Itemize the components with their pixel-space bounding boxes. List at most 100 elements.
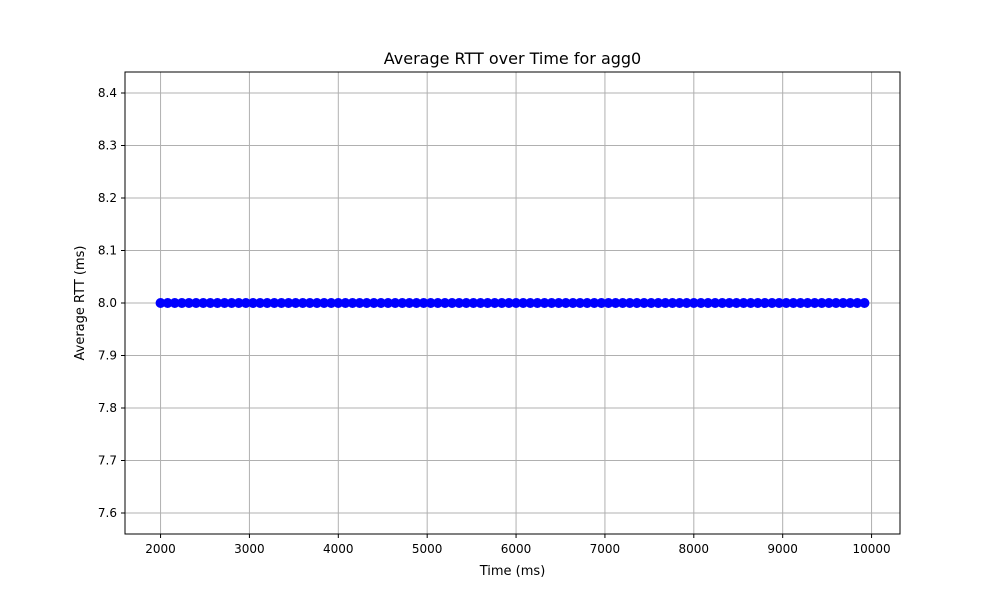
data-point [589,298,600,308]
y-tick-label: 7.9 [98,349,117,363]
data-point [703,298,714,308]
data-point [831,298,842,308]
y-tick-label: 7.7 [98,454,117,468]
data-point [646,298,657,308]
data-point [262,298,273,308]
data-point [532,298,543,308]
data-point [283,298,294,308]
data-point [183,298,194,308]
data-point [553,298,564,308]
data-point [710,298,721,308]
data-point [233,298,244,308]
data-point [774,298,785,308]
data-point [674,298,685,308]
data-point [347,298,358,308]
data-point [482,298,493,308]
data-point [304,298,315,308]
x-tick-label: 3000 [234,542,265,556]
data-point [461,298,472,308]
data-point [617,298,628,308]
data-point [788,298,799,308]
data-point [383,298,394,308]
y-tick-label: 8.4 [98,86,117,100]
data-point [539,298,550,308]
data-point [823,298,834,308]
y-tick-label: 8.3 [98,139,117,153]
data-point [169,298,180,308]
data-point [610,298,621,308]
data-point [205,298,216,308]
data-point [596,298,607,308]
data-point [475,298,486,308]
data-point [802,298,813,308]
x-axis-label: Time (ms) [479,564,546,579]
data-point [838,298,849,308]
data-point [681,298,692,308]
data-point [660,298,671,308]
data-point [390,298,401,308]
data-point [624,298,635,308]
data-point [276,298,287,308]
data-point [425,298,436,308]
data-point [759,298,770,308]
x-tick-label: 5000 [412,542,443,556]
series-layer [155,298,870,308]
data-point [546,298,557,308]
data-point [852,298,863,308]
data-point [639,298,650,308]
data-point [667,298,678,308]
data-point [411,298,422,308]
data-point [560,298,571,308]
y-tick-label: 7.8 [98,401,117,415]
data-point [738,298,749,308]
data-point [397,298,408,308]
data-point [525,298,536,308]
x-tick-label: 2000 [145,542,176,556]
x-tick-label: 8000 [679,542,710,556]
x-tick-label: 9000 [767,542,798,556]
data-point [511,298,522,308]
data-point [816,298,827,308]
data-point [631,298,642,308]
data-point [432,298,443,308]
data-point [176,298,187,308]
data-point [333,298,344,308]
data-point [603,298,614,308]
data-point [155,298,166,308]
data-point [226,298,237,308]
data-point [340,298,351,308]
data-point [439,298,450,308]
data-point [191,298,202,308]
data-point [361,298,372,308]
x-tick-label: 10000 [852,542,890,556]
data-point [368,298,379,308]
data-point [809,298,820,308]
data-point [518,298,529,308]
data-point [752,298,763,308]
data-point [375,298,386,308]
data-point [653,298,664,308]
chart-title: Average RTT over Time for agg0 [384,49,641,68]
y-tick-label: 8.1 [98,244,117,258]
data-point [859,298,870,308]
data-point [688,298,699,308]
data-point [290,298,301,308]
data-point [724,298,735,308]
data-point [219,298,230,308]
data-point [198,298,209,308]
data-point [454,298,465,308]
data-point [297,298,308,308]
data-point [319,298,330,308]
y-tick-label: 8.2 [98,191,117,205]
y-tick-label: 7.6 [98,506,117,520]
x-tick-label: 6000 [501,542,532,556]
data-point [717,298,728,308]
data-point [845,298,856,308]
data-point [503,298,514,308]
data-point [247,298,258,308]
x-tick-label: 7000 [590,542,621,556]
x-tick-label: 4000 [323,542,354,556]
data-point [404,298,415,308]
